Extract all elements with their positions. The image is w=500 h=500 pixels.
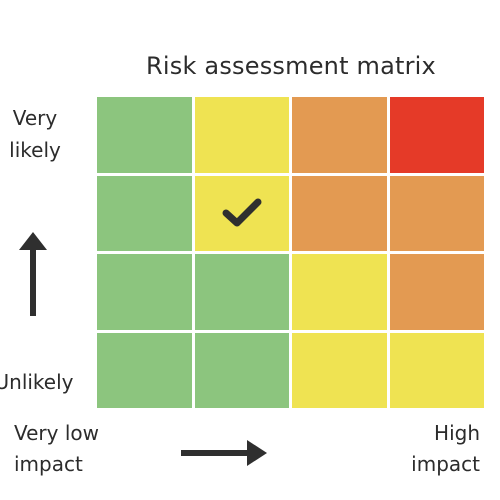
matrix-cell-r1-c3 bbox=[292, 97, 387, 173]
matrix-cell-r1-c1 bbox=[97, 97, 192, 173]
matrix-cell-r4-c2 bbox=[194, 332, 289, 408]
matrix-cell-r2-c2 bbox=[194, 175, 289, 251]
matrix-cell-r4-c4 bbox=[389, 332, 484, 408]
matrix-cell-r1-c4 bbox=[389, 97, 484, 173]
check-icon bbox=[222, 198, 262, 227]
x-axis-right-label: High impact bbox=[411, 421, 480, 476]
y-axis-bottom-label: Unlikely bbox=[0, 370, 74, 394]
matrix-cell-r1-c2 bbox=[194, 97, 289, 173]
matrix-cell-r3-c3 bbox=[292, 254, 387, 330]
arrow-right-icon bbox=[181, 440, 267, 466]
matrix-cell-r3-c2 bbox=[194, 254, 289, 330]
x-axis-left-label: Very low impact bbox=[14, 421, 99, 476]
risk-grid bbox=[97, 97, 484, 408]
matrix-cell-r3-c4 bbox=[389, 254, 484, 330]
matrix-cell-r3-c1 bbox=[97, 254, 192, 330]
matrix-cell-r2-c1 bbox=[97, 175, 192, 251]
y-axis-top-label: Very likely bbox=[9, 106, 61, 162]
matrix-cell-r2-c4 bbox=[389, 175, 484, 251]
matrix-cell-r4-c1 bbox=[97, 332, 192, 408]
diagram-title: Risk assessment matrix bbox=[146, 52, 436, 80]
matrix-cell-r2-c3 bbox=[292, 175, 387, 251]
matrix-cell-r4-c3 bbox=[292, 332, 387, 408]
arrow-up-icon bbox=[19, 232, 47, 316]
